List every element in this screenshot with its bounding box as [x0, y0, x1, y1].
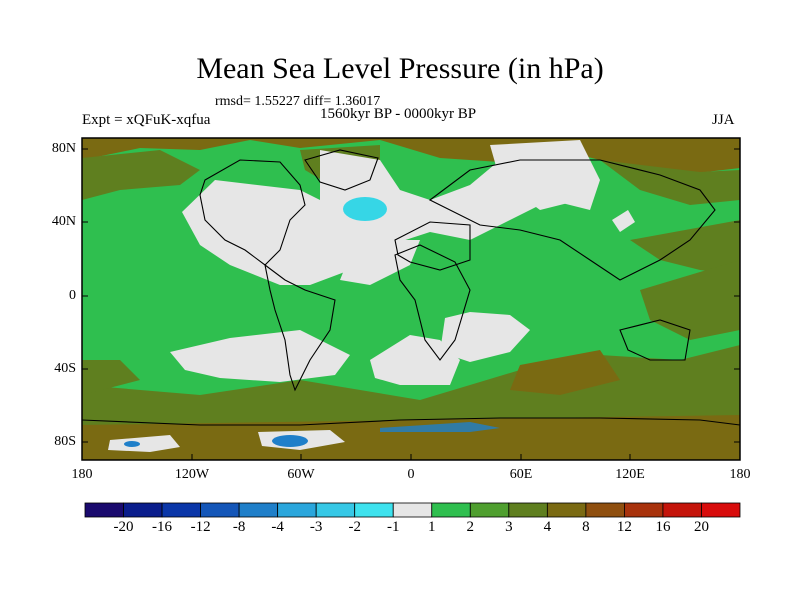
colorbar-swatch: [200, 502, 240, 518]
antarctic-brown-band: [82, 415, 740, 460]
south-pacific-olive-patch: [640, 260, 740, 340]
north-pacific-grey-region: [182, 140, 600, 285]
colorbar: [84, 502, 741, 518]
colorbar-label: -3: [309, 519, 323, 535]
atlantic-cyan-low: [343, 197, 387, 221]
colorbar-swatch: [392, 502, 433, 518]
lon-label-120w: 120W: [174, 467, 210, 482]
colorbar-label: 16: [655, 519, 671, 535]
lon-label-60w: 60W: [287, 467, 315, 482]
left-edge-olive-patch: [82, 360, 140, 395]
colorbar-swatch: [354, 502, 394, 518]
experiment-label: Expt = xQFuK-xqfua: [82, 112, 211, 128]
colorbar-label: 12: [616, 519, 632, 535]
colorbar-label: 20: [693, 519, 709, 535]
map-title: Mean Sea Level Pressure (in hPa): [196, 52, 604, 85]
colorbar-swatch: [469, 502, 510, 518]
lon-label-60e: 60E: [509, 467, 533, 482]
siberia-olive-patch: [600, 160, 740, 205]
south-atlantic-grey-region: [370, 335, 460, 385]
lat-label-40s: 40S: [54, 361, 76, 376]
antarctic-coast-blue-strip: [380, 422, 500, 432]
arctic-grey-region: [490, 140, 580, 210]
colorbar-swatch: [238, 502, 279, 518]
colorbar-label: -1: [386, 519, 400, 535]
indian-ocean-grey-region: [440, 312, 530, 362]
colorbar-swatch: [277, 502, 317, 518]
colorbar-label: -12: [190, 519, 211, 535]
colorbar-swatch: [624, 502, 664, 518]
colorbar-swatch: [84, 502, 124, 518]
lat-label-0: 0: [69, 288, 76, 303]
colorbar-swatch: [508, 502, 548, 518]
colorbar-label: -2: [348, 519, 361, 535]
colorbar-swatch: [585, 502, 625, 518]
colorbar-label: -8: [232, 519, 246, 535]
stats-text: rmsd= 1.55227 diff= 1.36017: [215, 94, 381, 109]
coastline-outline: [81, 149, 741, 426]
axis-ticks: [82, 148, 740, 460]
lon-label-180e: 180: [729, 467, 751, 482]
lon-label-120e: 120E: [615, 467, 645, 482]
colorbar-swatch: [662, 502, 702, 518]
pacific-small-grey-patch: [612, 210, 635, 232]
indian-ocean-brown-patch: [510, 350, 620, 395]
colorbar-label: 4: [543, 519, 552, 535]
colorbar-label: -16: [152, 519, 173, 535]
lat-label-80n: 80N: [51, 141, 76, 156]
lat-label-40n: 40N: [51, 214, 76, 229]
colorbar-label: 2: [466, 519, 475, 535]
colorbar-swatch: [161, 502, 201, 518]
period-text: 1560kyr BP - 0000kyr BP: [320, 106, 477, 122]
lat-label-80s: 80S: [54, 434, 76, 449]
colorbar-label: -20: [113, 519, 134, 535]
colorbar-swatch: [315, 502, 356, 518]
colorbar-swatch: [431, 502, 471, 518]
lon-label-0: 0: [407, 467, 415, 482]
colorbar-swatch: [701, 502, 741, 518]
colorbar-swatch: [123, 502, 163, 518]
colorbar-label: 8: [582, 519, 590, 535]
asia-olive-patch: [630, 220, 740, 275]
colorbar-label: -4: [271, 519, 284, 535]
colorbar-label: 1: [428, 519, 436, 535]
lon-label-180w: 180: [71, 467, 93, 482]
antarctic-grey-patch: [108, 435, 180, 452]
antarctic-blue-low: [272, 435, 308, 447]
colorbar-label: 3: [505, 519, 513, 535]
north-atlantic-grey-region: [340, 240, 420, 285]
antarctic-blue-low-2: [124, 441, 140, 447]
colorbar-swatch: [546, 502, 587, 518]
pacific-olive-patch: [82, 150, 200, 200]
season-label: JJA: [712, 112, 735, 128]
